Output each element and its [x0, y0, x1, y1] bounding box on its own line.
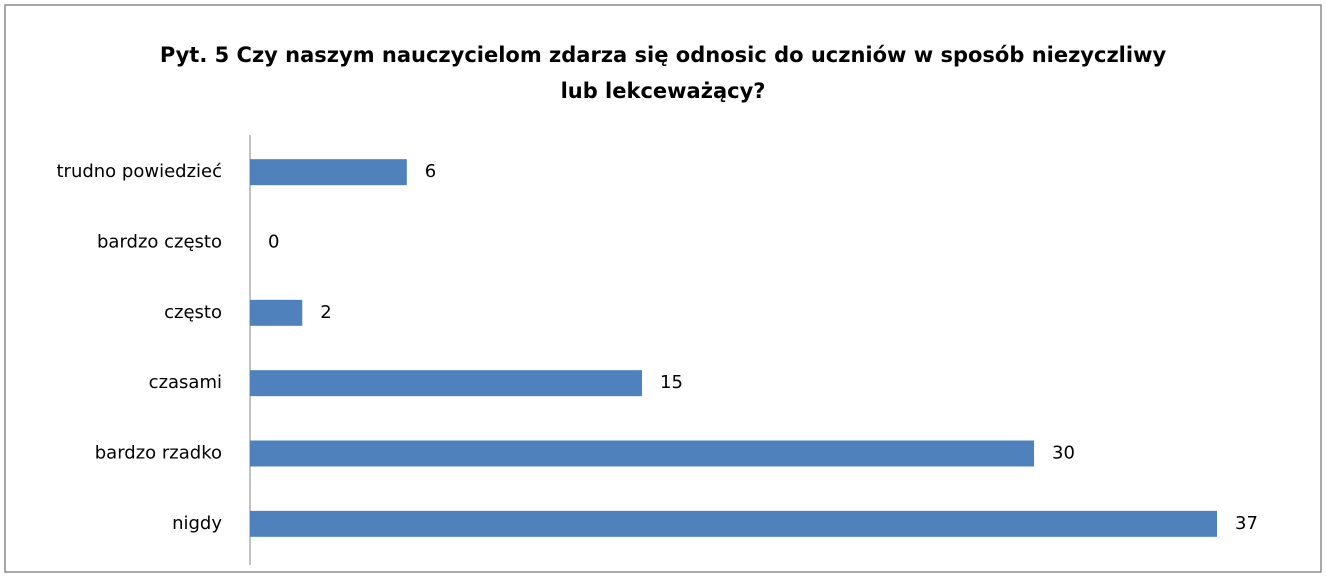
data-label: 37 [1235, 513, 1258, 534]
data-label: 2 [320, 302, 331, 323]
bar [250, 159, 407, 186]
chart-title: Pyt. 5 Czy naszym nauczycielom zdarza si… [160, 43, 1167, 67]
data-label: 15 [660, 372, 683, 393]
bar [250, 510, 1217, 537]
y-tick-label: często [164, 302, 222, 323]
chart-title: lub lekceważący? [561, 79, 766, 103]
bar [250, 440, 1035, 467]
y-tick-label: bardzo rzadko [95, 443, 222, 464]
y-tick-label: nigdy [172, 513, 222, 534]
data-label: 30 [1052, 443, 1075, 464]
bar [250, 370, 643, 397]
y-tick-label: trudno powiedzieć [56, 161, 222, 182]
data-label: 6 [425, 161, 436, 182]
bar [250, 299, 303, 326]
y-tick-label: bardzo często [97, 232, 222, 253]
y-tick-label: czasami [149, 372, 222, 393]
chart-frame [4, 4, 1322, 573]
data-label: 0 [268, 232, 279, 253]
